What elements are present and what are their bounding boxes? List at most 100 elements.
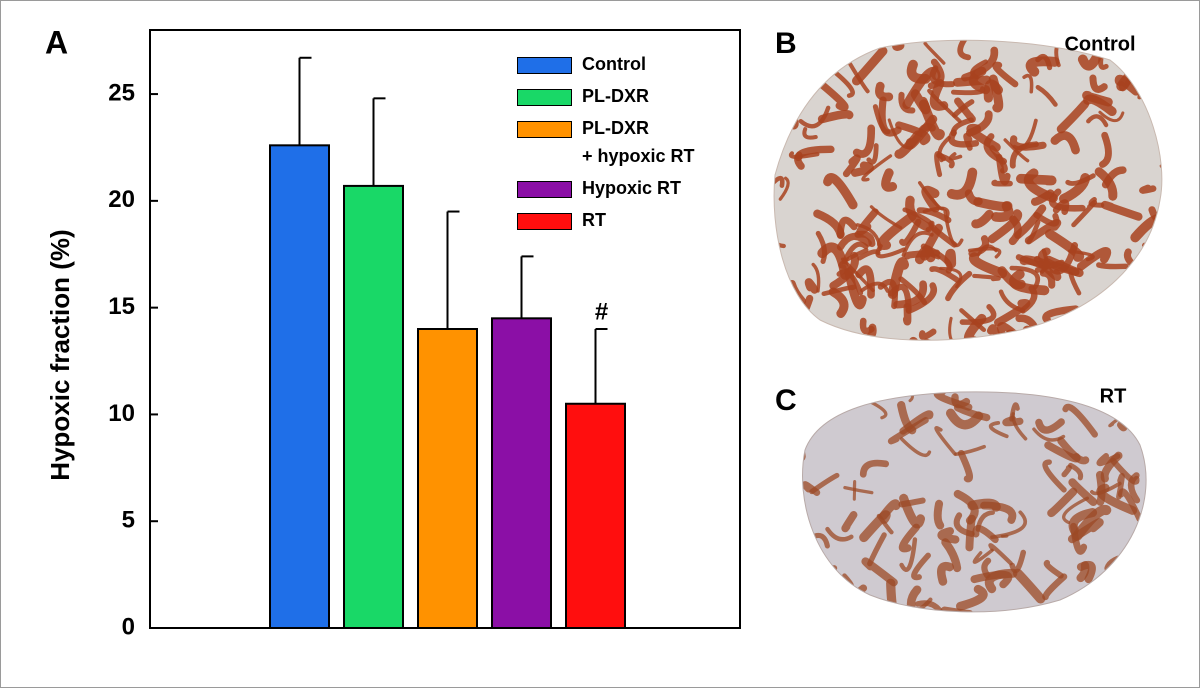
- stain: [774, 53, 783, 85]
- stain: [992, 61, 1019, 88]
- stain: [861, 154, 893, 182]
- stain: [1114, 291, 1148, 309]
- stain: [1126, 298, 1160, 324]
- stain: [899, 537, 918, 572]
- stain: [906, 585, 922, 612]
- stain: [967, 247, 1002, 259]
- stain: [957, 40, 977, 61]
- stain: [875, 243, 906, 259]
- stain: [959, 304, 997, 325]
- panel-label: A: [45, 24, 68, 60]
- stain: [869, 205, 903, 230]
- legend-entry: PL-DXR: [517, 86, 695, 110]
- stain: [1016, 173, 1057, 186]
- y-tick-label: 20: [108, 186, 135, 213]
- stain: [877, 279, 898, 310]
- stain: [794, 338, 826, 341]
- stain: [1028, 339, 1067, 341]
- stain: [981, 557, 992, 579]
- image-label: RT: [1100, 385, 1127, 407]
- legend-label: RT: [582, 210, 606, 230]
- bar: [269, 144, 330, 629]
- stain: [794, 151, 803, 162]
- stain: [951, 99, 975, 118]
- stain: [1125, 335, 1160, 341]
- stain: [988, 74, 1004, 113]
- stain: [961, 46, 999, 82]
- stain: [1145, 289, 1162, 327]
- stain: [988, 420, 1009, 439]
- stain: [902, 207, 934, 232]
- stain: [841, 510, 858, 533]
- stain: [750, 197, 771, 199]
- y-tick-label: 10: [108, 400, 135, 427]
- stain: [963, 313, 987, 341]
- stain: [879, 499, 901, 521]
- stain: [910, 89, 931, 115]
- stain: [945, 408, 984, 430]
- stain: [1050, 131, 1080, 155]
- stain: [1137, 68, 1155, 100]
- legend: Control PL-DXR PL-DXR + hypoxic RT Hypoxic …: [517, 54, 695, 242]
- stain: [1026, 219, 1041, 245]
- stain: [1042, 305, 1080, 324]
- stain: [823, 173, 858, 210]
- legend-entry: Hypoxic RT: [517, 178, 695, 202]
- stain: [798, 105, 831, 129]
- bar: [343, 184, 404, 630]
- stain: [1009, 265, 1041, 290]
- stain: [855, 265, 875, 299]
- stain: [829, 251, 859, 290]
- stain: [941, 538, 962, 573]
- stain: [1142, 242, 1162, 263]
- stain: [774, 120, 793, 131]
- legend-swatch: [517, 89, 572, 106]
- stain: [1148, 271, 1162, 303]
- stain: [1061, 464, 1072, 478]
- stain: [1139, 184, 1157, 194]
- legend-entry: PL-DXR + hypoxic RT: [517, 118, 695, 170]
- stain: [811, 262, 821, 293]
- stain: [842, 154, 861, 178]
- stain: [923, 338, 957, 341]
- stain: [866, 143, 879, 165]
- stain: [825, 526, 854, 542]
- stain: [950, 86, 986, 96]
- stain: [886, 578, 898, 612]
- stain: [836, 232, 872, 251]
- legend-swatch: [517, 213, 572, 230]
- stain: [1062, 403, 1098, 438]
- stain: [905, 282, 937, 314]
- stain: [1009, 141, 1039, 169]
- stain: [887, 417, 929, 445]
- stain: [983, 133, 1008, 165]
- stain: [786, 79, 803, 107]
- y-tick-label: 5: [122, 507, 135, 534]
- stain: [955, 584, 988, 611]
- stain: [774, 318, 793, 340]
- stain: [1056, 99, 1090, 134]
- stain: [919, 223, 943, 261]
- stain: [1101, 200, 1143, 221]
- stain: [945, 270, 973, 302]
- stain: [1076, 560, 1096, 584]
- stain: [1154, 98, 1162, 134]
- stain: [1141, 438, 1147, 469]
- stain: [937, 561, 954, 586]
- stain: [1049, 188, 1086, 212]
- stain: [986, 324, 1001, 339]
- stain: [774, 282, 789, 293]
- stain: [971, 209, 994, 229]
- stain: [834, 391, 857, 398]
- stain: [1035, 54, 1053, 71]
- y-tick-label: 15: [108, 293, 135, 320]
- stain: [1092, 304, 1128, 324]
- stain: [1047, 487, 1078, 518]
- stain: [774, 216, 786, 249]
- stain: [802, 441, 806, 462]
- stain: [937, 527, 960, 544]
- stain: [1002, 415, 1024, 427]
- stain: [899, 218, 922, 246]
